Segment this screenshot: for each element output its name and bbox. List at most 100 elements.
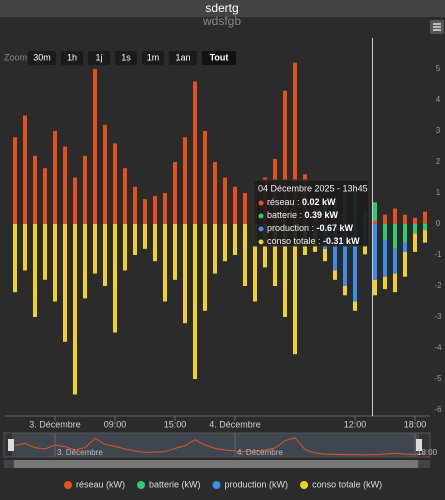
- bar: [333, 270, 337, 280]
- bar: [343, 224, 347, 286]
- tooltip-dot: [258, 239, 264, 245]
- zoom-button[interactable]: [88, 51, 110, 65]
- legend-marker[interactable]: [300, 481, 309, 489]
- bar: [393, 273, 397, 293]
- bar: [173, 162, 177, 224]
- bar: [13, 137, 17, 224]
- zoom-button[interactable]: [169, 51, 197, 65]
- tooltip-value: 0.39 kW: [305, 210, 339, 220]
- navigator-handle[interactable]: [416, 439, 422, 451]
- legend-label[interactable]: production (kW): [225, 479, 289, 489]
- tooltip-item: réseau : 0.02 kW: [267, 197, 336, 207]
- zoom-button[interactable]: [28, 51, 56, 65]
- tooltip-dot: [258, 226, 264, 232]
- bar: [383, 239, 387, 277]
- bar: [403, 251, 407, 277]
- bar: [123, 224, 127, 271]
- bar: [23, 115, 27, 224]
- bar: [93, 224, 97, 274]
- x-tick-label: 09:00: [104, 419, 127, 429]
- bar: [393, 208, 397, 224]
- zoom-button[interactable]: [202, 51, 236, 65]
- navigator-line: [14, 437, 426, 456]
- y-tick-label: -3: [434, 312, 442, 321]
- bar: [83, 224, 87, 299]
- bar: [33, 224, 37, 317]
- chart-subtitle: wdsfgb: [202, 14, 241, 28]
- y-tick-label: -2: [434, 281, 442, 290]
- zoom-button-label: 1an: [175, 52, 190, 62]
- bar: [423, 211, 427, 224]
- tooltip-name: réseau :: [267, 197, 302, 207]
- y-tick-label: -1: [434, 250, 442, 259]
- bar: [203, 224, 207, 311]
- bar: [53, 224, 57, 302]
- bar: [353, 224, 357, 302]
- zoom-button[interactable]: [142, 51, 164, 65]
- tooltip-title: 04 Décembre 2025 - 13h45: [258, 183, 368, 193]
- tooltip-dot: [258, 213, 264, 219]
- bar: [153, 196, 157, 224]
- navigator-handle[interactable]: [8, 439, 14, 451]
- zoom-button[interactable]: [61, 51, 83, 65]
- scrollbar-thumb[interactable]: [14, 460, 418, 468]
- bar: [173, 224, 177, 280]
- bar: [403, 214, 407, 224]
- bar: [73, 177, 77, 224]
- menu-button[interactable]: [430, 20, 444, 34]
- legend-label[interactable]: batterie (kW): [149, 479, 201, 489]
- tooltip-value: 0.02 kW: [302, 197, 336, 207]
- zoom-button-label: 1m: [147, 52, 160, 62]
- bar: [153, 224, 157, 262]
- zoom-button[interactable]: [115, 51, 137, 65]
- y-tick-label: -6: [434, 405, 442, 414]
- bar: [413, 217, 417, 224]
- bar: [343, 286, 347, 296]
- tooltip-value: -0.67 kW: [317, 223, 354, 233]
- bar: [323, 248, 327, 262]
- x-tick-label: 12:00: [344, 419, 367, 429]
- bar: [183, 137, 187, 224]
- tooltip-name: conso totale :: [267, 236, 323, 246]
- bar: [393, 248, 397, 274]
- tooltip: 04 Décembre 2025 - 13h45 réseau : 0.02 kW…: [252, 179, 370, 247]
- bar: [283, 224, 287, 317]
- tooltip-item: production : -0.67 kW: [267, 223, 354, 233]
- zoom-label: Zoom: [4, 52, 27, 62]
- bar: [233, 186, 237, 224]
- y-tick-label: 4: [436, 95, 441, 104]
- legend-marker[interactable]: [212, 481, 221, 489]
- y-tick-label: 1: [436, 188, 441, 197]
- legend-label[interactable]: conso totale (kW): [312, 479, 382, 489]
- legend-label[interactable]: réseau (kW): [76, 479, 125, 489]
- bar: [293, 224, 297, 355]
- x-tick-label: 3. Décembre: [29, 419, 81, 429]
- x-tick-label: 4. Décembre: [209, 419, 261, 429]
- tooltip-box: [252, 179, 370, 247]
- legend-marker[interactable]: [137, 481, 146, 489]
- bar: [43, 168, 47, 224]
- x-tick-label: 18:00: [404, 419, 427, 429]
- bar: [293, 62, 297, 224]
- bar: [333, 224, 337, 271]
- bar: [373, 202, 377, 221]
- bar: [283, 90, 287, 224]
- bar: [73, 224, 77, 395]
- bar: [113, 143, 117, 224]
- bar: [13, 224, 17, 293]
- navigator-label: 4. Décembre: [237, 448, 283, 457]
- bar: [163, 224, 167, 302]
- bar: [133, 186, 137, 224]
- bar: [373, 224, 377, 280]
- bar: [403, 242, 407, 252]
- bar: [103, 224, 107, 286]
- bar: [183, 224, 187, 324]
- zoom-button-label: 1j: [95, 52, 102, 62]
- zoom-button-label: 1s: [121, 52, 131, 62]
- legend-marker[interactable]: [64, 481, 72, 489]
- bar: [363, 244, 367, 255]
- chart-title: sdertg: [205, 1, 238, 15]
- zoom-button-label: 30m: [33, 52, 51, 62]
- y-tick-label: 2: [436, 157, 441, 166]
- bar: [243, 224, 247, 286]
